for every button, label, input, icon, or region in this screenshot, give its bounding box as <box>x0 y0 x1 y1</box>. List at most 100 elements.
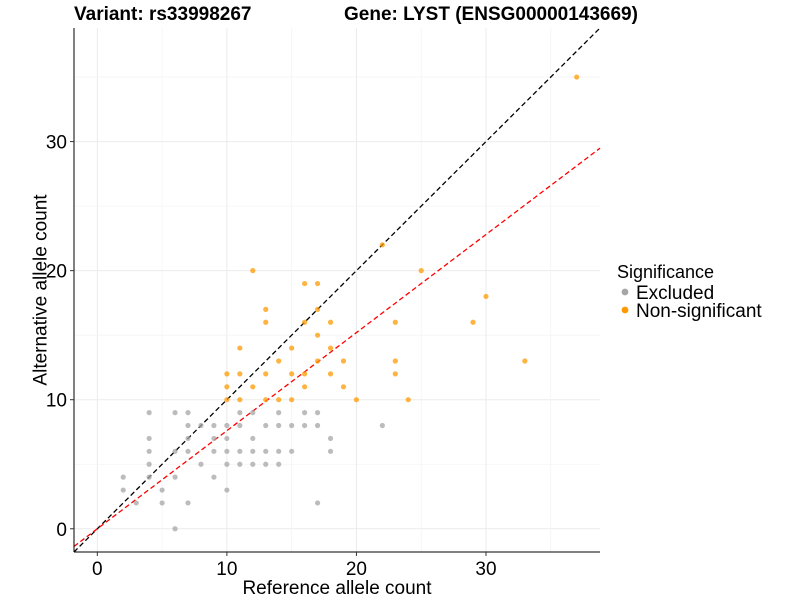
data-point <box>470 319 476 325</box>
data-point <box>405 397 411 403</box>
data-point <box>276 448 282 454</box>
data-point <box>237 345 243 351</box>
data-point <box>237 448 243 454</box>
data-point <box>276 422 282 429</box>
data-point <box>185 448 191 454</box>
data-point <box>250 384 256 390</box>
data-point <box>289 422 295 429</box>
data-point <box>392 358 398 364</box>
data-point <box>159 487 165 493</box>
data-point <box>276 461 282 467</box>
x-tick-label: 10 <box>216 559 237 580</box>
data-point <box>237 397 243 403</box>
data-point <box>211 435 217 442</box>
data-point <box>224 384 230 390</box>
data-point <box>146 461 152 467</box>
y-tick-label: 10 <box>46 391 67 412</box>
data-point <box>327 319 334 325</box>
data-point <box>185 500 191 506</box>
data-point <box>224 461 230 467</box>
y-tick-label: 30 <box>46 133 67 154</box>
data-point <box>327 448 334 454</box>
legend-label: Non-significant <box>636 301 762 322</box>
data-point <box>302 410 308 416</box>
data-point <box>250 461 256 467</box>
data-point <box>276 358 282 364</box>
data-point <box>483 293 489 300</box>
legend-key-excluded <box>621 288 629 296</box>
data-point <box>146 474 152 480</box>
data-point <box>185 435 191 442</box>
data-point <box>250 410 256 416</box>
data-point <box>263 306 269 312</box>
data-point <box>302 371 308 377</box>
data-point <box>314 306 321 312</box>
data-point <box>302 422 308 429</box>
data-point <box>340 384 347 390</box>
identity-line <box>73 27 601 553</box>
gridlines <box>74 28 600 552</box>
data-point <box>211 422 217 429</box>
data-point <box>522 358 528 364</box>
data-point <box>237 371 243 377</box>
data-point <box>250 435 256 442</box>
data-point <box>159 500 165 506</box>
data-point <box>133 500 139 506</box>
data-point <box>379 242 385 248</box>
data-point <box>379 422 385 429</box>
legend-title: Significance <box>617 262 714 282</box>
data-point <box>314 410 321 416</box>
data-point <box>237 410 243 416</box>
x-tick-label: 30 <box>475 559 496 580</box>
data-point <box>172 474 178 480</box>
data-point <box>340 358 347 364</box>
data-point <box>289 371 295 377</box>
data-point <box>172 448 178 454</box>
data-point <box>185 410 191 416</box>
y-tick-label: 0 <box>56 520 67 541</box>
data-point <box>392 371 398 377</box>
data-point <box>211 448 217 454</box>
data-point <box>327 371 334 377</box>
data-point <box>289 448 295 454</box>
data-point <box>211 474 217 480</box>
data-point <box>224 448 230 454</box>
data-point <box>120 474 126 480</box>
data-point <box>263 397 269 403</box>
data-point <box>120 487 126 493</box>
data-point <box>392 319 398 325</box>
data-point <box>224 397 230 403</box>
data-point <box>314 422 321 429</box>
data-point <box>146 435 152 442</box>
series-excluded <box>120 410 385 532</box>
data-point <box>198 461 204 467</box>
y-tick-label: 20 <box>46 262 67 283</box>
data-point <box>314 358 321 364</box>
data-point <box>289 345 295 351</box>
data-point <box>263 371 269 377</box>
data-point <box>172 526 178 532</box>
data-point <box>314 332 321 338</box>
data-point <box>302 280 308 287</box>
expected-ratio-line <box>73 147 601 547</box>
gene-title: Gene: LYST (ENSG00000143669) <box>344 4 638 25</box>
data-point <box>237 422 243 429</box>
data-points <box>120 74 580 532</box>
data-point <box>250 268 256 274</box>
data-point <box>289 397 295 403</box>
data-point <box>314 500 321 506</box>
legend-key-non-significant <box>621 306 629 314</box>
data-point <box>574 74 580 80</box>
data-point <box>263 448 269 454</box>
data-point <box>263 422 269 429</box>
data-point <box>314 280 321 287</box>
data-point <box>250 448 256 454</box>
reference-lines <box>73 27 601 553</box>
data-point <box>276 397 282 403</box>
data-point <box>198 422 204 429</box>
x-axis-label: Reference allele count <box>242 578 432 599</box>
data-point <box>146 410 152 416</box>
